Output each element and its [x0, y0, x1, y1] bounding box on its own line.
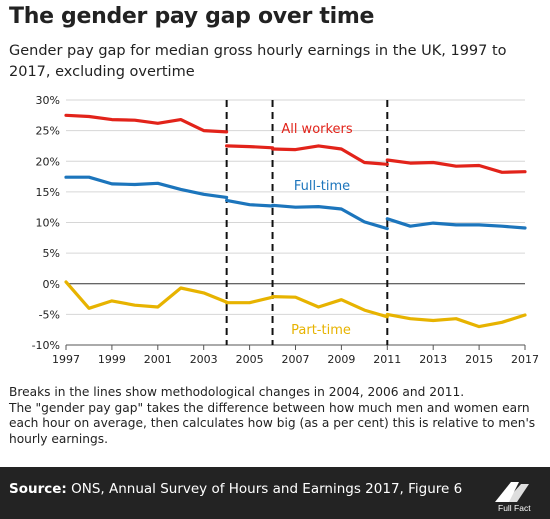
chart-subtitle: Gender pay gap for median gross hourly e… — [9, 43, 507, 80]
x-tick-label: 1999 — [98, 353, 126, 366]
full-time-line — [271, 203, 389, 231]
chart-notes: Breaks in the lines show methodological … — [9, 385, 541, 447]
source-text: ONS, Annual Survey of Hours and Earnings… — [66, 481, 463, 497]
footer-bar: Source: ONS, Annual Survey of Hours and … — [0, 467, 550, 519]
all-workers-line — [385, 158, 527, 174]
logo-text: Full Fact — [498, 503, 531, 513]
part-time-line — [385, 312, 527, 329]
source-label: Source: — [9, 481, 67, 497]
part-time-line — [225, 295, 275, 305]
x-tick-label: 2009 — [327, 353, 355, 366]
x-tick-label: 2017 — [511, 353, 539, 366]
axes: -10% -5% 0% 5% 10% 15% 20% 25% 30% 1997 1999 2001 20… — [32, 94, 539, 366]
full-fact-logo-icon — [495, 482, 529, 502]
all-workers-label: All workers — [281, 122, 353, 137]
x-tick-label: 2013 — [419, 353, 447, 366]
all-workers-line — [64, 113, 229, 134]
source-credit: Source: ONS, Annual Survey of Hours and … — [9, 481, 462, 497]
y-tick-label: 30% — [36, 94, 60, 107]
series-labels: All workers Full-time Part-time — [281, 122, 353, 338]
part-time-line — [64, 280, 229, 310]
y-tick-label: -10% — [32, 339, 60, 352]
y-tick-label: -5% — [39, 308, 60, 321]
y-tick-label: 10% — [36, 217, 60, 230]
part-time-line — [271, 295, 389, 319]
all-workers-line — [225, 144, 275, 150]
x-tick-label: 2011 — [373, 353, 401, 366]
notes-definition: The "gender pay gap" takes the differenc… — [9, 400, 536, 446]
x-tick-label: 2015 — [465, 353, 493, 366]
x-tick-label: 2001 — [144, 353, 172, 366]
y-tick-label: 0% — [43, 278, 60, 291]
part-time-label: Part-time — [291, 323, 351, 338]
y-tick-label: 15% — [36, 186, 60, 199]
full-time-label: Full-time — [294, 179, 350, 194]
grid — [66, 99, 525, 346]
y-tick-label: 25% — [36, 125, 60, 138]
x-tick-label: 2005 — [236, 353, 264, 366]
x-tick-label: 2003 — [190, 353, 218, 366]
all-workers-line — [271, 144, 389, 166]
full-time-line — [385, 217, 527, 230]
full-time-line — [225, 198, 275, 208]
x-tick-label: 1997 — [52, 353, 80, 366]
y-tick-label: 5% — [43, 247, 60, 260]
chart-title: The gender pay gap over time — [9, 4, 375, 29]
y-tick-label: 20% — [36, 155, 60, 168]
series-lines — [64, 113, 527, 329]
notes-breaks: Breaks in the lines show methodological … — [9, 385, 465, 399]
full-time-line — [64, 175, 229, 200]
x-tick-label: 2007 — [282, 353, 310, 366]
line-chart: -10% -5% 0% 5% 10% 15% 20% 25% 30% 1997 1999 2001 20… — [32, 94, 539, 366]
